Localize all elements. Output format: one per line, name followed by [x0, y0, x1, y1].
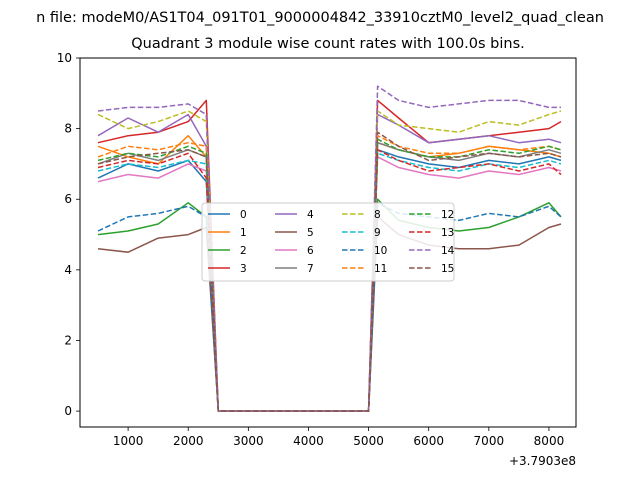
- legend-box: [201, 202, 455, 282]
- x-offset-label: +3.7903e8: [509, 454, 576, 468]
- y-tick-label: 6: [64, 192, 72, 206]
- chart-title: Quadrant 3 module wise count rates with …: [131, 36, 525, 52]
- legend-label-4: 4: [307, 209, 314, 221]
- legend-label-9: 9: [374, 227, 381, 239]
- figure-suptitle: n file: modeM0/AS1T04_091T01_9000004842_…: [36, 10, 604, 26]
- x-tick-label: 4000: [293, 434, 324, 448]
- x-tick-label: 8000: [534, 434, 565, 448]
- series-line-11: [97, 134, 562, 412]
- legend-label-13: 13: [441, 227, 454, 239]
- series-line-15: [97, 131, 562, 412]
- legend-label-5: 5: [307, 227, 314, 239]
- y-tick-label: 4: [64, 263, 72, 277]
- plot-lines: [97, 85, 562, 412]
- x-tick-label: 2000: [173, 434, 204, 448]
- legend-label-1: 1: [240, 227, 247, 239]
- x-tick-label: 3000: [233, 434, 264, 448]
- axes-frame: [79, 57, 577, 428]
- y-tick-label: 8: [64, 122, 72, 136]
- legend-label-0: 0: [240, 209, 247, 221]
- x-axis: 1000 2000 3000 4000 5000 6000 7000 8000: [113, 427, 564, 448]
- y-tick-label: 10: [57, 51, 72, 65]
- legend-label-12: 12: [441, 209, 454, 221]
- x-tick-label: 5000: [353, 434, 384, 448]
- y-axis: 0 2 4 6 8 10: [57, 51, 80, 418]
- legend-label-11: 11: [374, 263, 387, 275]
- legend-label-15: 15: [441, 263, 454, 275]
- legend-label-3: 3: [240, 263, 247, 275]
- x-tick-label: 6000: [413, 434, 444, 448]
- legend-label-8: 8: [374, 209, 381, 221]
- series-line-9: [97, 152, 562, 412]
- y-tick-label: 2: [64, 333, 72, 347]
- series-line-6: [97, 156, 562, 412]
- legend-label-10: 10: [374, 245, 387, 257]
- legend-label-14: 14: [441, 245, 455, 257]
- series-line-14: [97, 85, 561, 412]
- legend-label-7: 7: [307, 263, 314, 275]
- y-tick-label: 0: [64, 404, 72, 418]
- x-tick-label: 7000: [474, 434, 505, 448]
- x-tick-label: 1000: [113, 434, 144, 448]
- legend-label-6: 6: [307, 245, 314, 257]
- legend-label-2: 2: [240, 245, 247, 257]
